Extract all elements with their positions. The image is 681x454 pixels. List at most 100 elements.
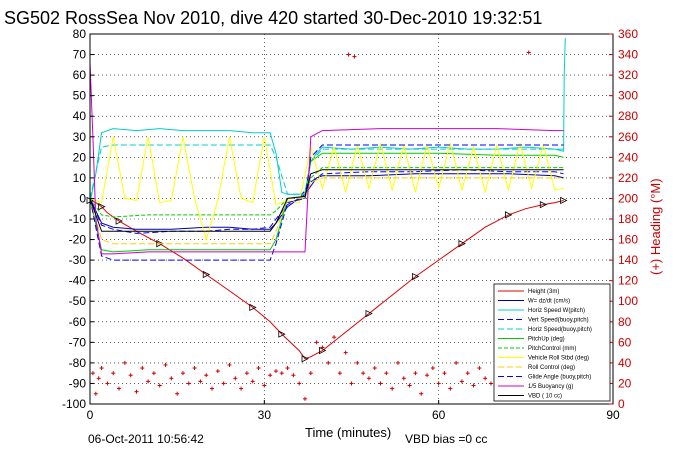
heading-point xyxy=(163,362,168,367)
series-line xyxy=(89,136,564,242)
heading-point xyxy=(332,335,337,340)
height-marker xyxy=(98,203,106,211)
legend-entry: PitchControl (mm) xyxy=(528,346,576,352)
height-marker xyxy=(560,196,568,205)
height-marker xyxy=(249,303,257,312)
heading-point xyxy=(273,369,278,374)
legend-entry: W= dz/dt (cm/s) xyxy=(528,299,570,305)
height-marker xyxy=(115,217,123,225)
height-marker xyxy=(278,330,286,338)
heading-point xyxy=(117,386,122,391)
heading-point xyxy=(442,371,447,376)
heading-point xyxy=(395,360,400,365)
heading-point xyxy=(122,360,127,365)
left-tick-label: -90 xyxy=(69,376,87,390)
left-tick-label: 80 xyxy=(73,27,87,41)
left-tick-label: 70 xyxy=(73,48,87,62)
left-tick-label: -100 xyxy=(62,397,86,411)
right-tick-label: 260 xyxy=(618,130,638,144)
heading-point xyxy=(215,369,220,374)
x-tick-label: 0 xyxy=(87,408,94,422)
right-tick-label: 160 xyxy=(618,233,638,247)
legend-box xyxy=(493,283,611,402)
left-tick-label: 10 xyxy=(73,171,87,185)
footer-timestamp: 06-Oct-2011 10:56:42 xyxy=(88,432,204,446)
legend-entry: Vehicle Roll Stbd (deg) xyxy=(528,356,589,362)
left-tick-label: -10 xyxy=(69,212,87,226)
heading-point xyxy=(314,340,319,345)
right-tick-label: 220 xyxy=(618,171,638,185)
height-marker xyxy=(156,240,164,248)
heading-point xyxy=(297,381,302,386)
left-tick-label: 30 xyxy=(73,130,87,144)
heading-point xyxy=(471,383,476,388)
heading-point xyxy=(459,379,464,384)
heading-point xyxy=(326,360,331,365)
height-marker xyxy=(539,200,548,209)
heading-point xyxy=(210,386,215,391)
heading-point xyxy=(308,371,313,376)
heading-point xyxy=(384,371,389,376)
right-tick-label: 200 xyxy=(618,191,638,205)
heading-outlier-point xyxy=(346,52,351,57)
heading-point xyxy=(262,383,267,388)
heading-point xyxy=(244,371,249,376)
heading-point xyxy=(320,345,325,350)
right-tick-label: 320 xyxy=(618,68,638,82)
x-axis-label: Time (minutes) xyxy=(305,425,391,440)
heading-point xyxy=(233,376,238,381)
left-tick-label: -70 xyxy=(69,335,87,349)
series-line xyxy=(89,200,564,360)
legend-entry: Vert Speed(buoy,pitch) xyxy=(528,318,589,324)
heading-point xyxy=(413,371,418,376)
heading-point xyxy=(390,386,395,391)
heading-point xyxy=(477,366,482,371)
series-line xyxy=(89,177,564,245)
left-tick-label: -80 xyxy=(69,356,87,370)
heading-point xyxy=(175,391,180,396)
right-tick-label: 340 xyxy=(618,48,638,62)
right-tick-label: 100 xyxy=(618,294,638,308)
right-tick-label: 60 xyxy=(618,335,632,349)
heading-point xyxy=(349,381,354,386)
right-tick-label: 40 xyxy=(618,356,632,370)
height-marker xyxy=(412,272,420,281)
right-tick-label: 20 xyxy=(618,376,632,390)
heading-point xyxy=(378,381,383,386)
left-tick-label: 20 xyxy=(73,150,87,164)
heading-point xyxy=(134,389,139,394)
heading-point xyxy=(488,381,493,386)
legend: Height (3m) W= dz/dt (cm/s) Horiz Speed W(… xyxy=(493,283,611,402)
height-marker xyxy=(202,270,211,279)
heading-point xyxy=(111,371,116,376)
x-tick-label: 30 xyxy=(258,408,272,422)
heading-point xyxy=(483,376,488,381)
x-tick-label: 90 xyxy=(606,408,620,422)
heading-point xyxy=(448,386,453,391)
heading-point xyxy=(105,381,110,386)
heading-outlier-point xyxy=(352,54,357,59)
heading-point xyxy=(361,371,366,376)
series-line xyxy=(89,169,564,232)
right-tick-label: 0 xyxy=(618,397,625,411)
heading-point xyxy=(192,366,197,371)
heading-point xyxy=(465,371,470,376)
heading-outlier-point xyxy=(526,50,531,55)
heading-point xyxy=(407,383,412,388)
legend-entry: Height (3m) xyxy=(528,289,559,295)
right-tick-label: 360 xyxy=(618,27,638,41)
heading-point xyxy=(157,383,162,388)
series-line xyxy=(89,38,566,203)
left-tick-label: 50 xyxy=(73,89,87,103)
height-marker xyxy=(301,355,309,363)
heading-point xyxy=(337,371,342,376)
heading-point xyxy=(355,360,360,365)
left-tick-label: -20 xyxy=(69,233,87,247)
right-axis: 0 20 40 60 80 100 120 140 160 180 200 220 240 260 280 3… xyxy=(609,27,638,411)
heading-point xyxy=(372,366,377,371)
legend-entry: PitchUp (deg) xyxy=(528,337,565,343)
right-tick-label: 240 xyxy=(618,150,638,164)
heading-point xyxy=(221,381,226,386)
left-tick-label: -50 xyxy=(69,294,87,308)
